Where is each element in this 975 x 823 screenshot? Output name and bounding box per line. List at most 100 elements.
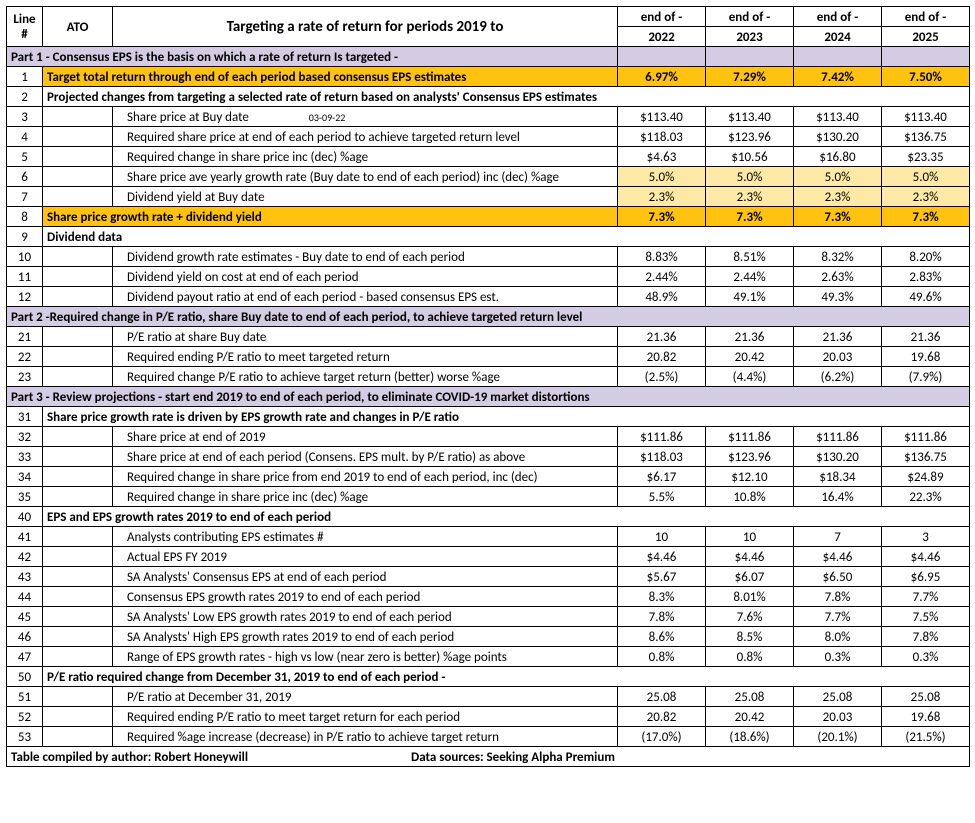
val-1: 10 bbox=[706, 527, 794, 547]
val-0: 5.0% bbox=[618, 167, 706, 187]
row-6: 6 Share price ave yearly growth rate (Buy… bbox=[7, 167, 970, 187]
row-45: 45SA Analysts' Low EPS growth rates 2019… bbox=[7, 607, 970, 627]
part3-header: Part 3 - Review projections - start end … bbox=[7, 387, 970, 407]
val-0: 8.83% bbox=[618, 247, 706, 267]
row-7: 7Dividend yield at Buy date2.3%2.3%2.3%2… bbox=[7, 187, 970, 207]
val-3: 7.50% bbox=[882, 67, 970, 87]
val-2: 8.0% bbox=[794, 627, 882, 647]
line-num: 6 bbox=[7, 167, 43, 187]
part2-label: Part 2 -Required change in P/E ratio, sh… bbox=[7, 307, 970, 327]
line-num: 4 bbox=[7, 127, 43, 147]
val-3: $111.86 bbox=[882, 427, 970, 447]
row-desc: Projected changes from targeting a selec… bbox=[43, 87, 970, 107]
col-prefix-3: end of - bbox=[882, 7, 970, 27]
row-desc: Required %age increase (decrease) in P/E… bbox=[113, 727, 618, 747]
ato-cell bbox=[43, 247, 113, 267]
val-0: (17.0%) bbox=[618, 727, 706, 747]
line-num: 12 bbox=[7, 287, 43, 307]
line-num: 52 bbox=[7, 707, 43, 727]
val-1: 2.3% bbox=[706, 187, 794, 207]
val-3: $23.35 bbox=[882, 147, 970, 167]
row-desc: Dividend payout ratio at end of each per… bbox=[113, 287, 618, 307]
row-10: 10Dividend growth rate estimates - Buy d… bbox=[7, 247, 970, 267]
title-header: Targeting a rate of return for periods 2… bbox=[113, 7, 618, 47]
val-1: (4.4%) bbox=[706, 367, 794, 387]
ato-cell bbox=[43, 447, 113, 467]
val-0: 10 bbox=[618, 527, 706, 547]
line-num: 53 bbox=[7, 727, 43, 747]
row-desc: Required change P/E ratio to achieve tar… bbox=[113, 367, 618, 387]
ato-cell bbox=[43, 587, 113, 607]
val-1: $113.40 bbox=[706, 107, 794, 127]
row-desc: Share price at end of 2019 bbox=[113, 427, 618, 447]
header-row-1: Line# ATO Targeting a rate of return for… bbox=[7, 7, 970, 27]
row-desc: Share price ave yearly growth rate (Buy … bbox=[113, 167, 618, 187]
ato-cell bbox=[43, 647, 113, 667]
row-desc: Dividend yield on cost at end of each pe… bbox=[113, 267, 618, 287]
ato-cell bbox=[43, 127, 113, 147]
year-1: 2023 bbox=[706, 27, 794, 47]
ato-cell bbox=[43, 107, 113, 127]
val-2: 5.0% bbox=[794, 167, 882, 187]
ato-cell bbox=[43, 687, 113, 707]
row-desc: Required change in share price inc (dec)… bbox=[113, 147, 618, 167]
line-num: 42 bbox=[7, 547, 43, 567]
year-0: 2022 bbox=[618, 27, 706, 47]
row-44: 44 Consensus EPS growth rates 2019 to end… bbox=[7, 587, 970, 607]
val-1: 5.0% bbox=[706, 167, 794, 187]
row-1: 1Target total return through end of each… bbox=[7, 67, 970, 87]
val-1: 7.3% bbox=[706, 207, 794, 227]
line-num: 3 bbox=[7, 107, 43, 127]
val-1: 0.8% bbox=[706, 647, 794, 667]
row-desc: Target total return through end of each … bbox=[43, 67, 618, 87]
val-3: 49.6% bbox=[882, 287, 970, 307]
line-num: 46 bbox=[7, 627, 43, 647]
year-3: 2025 bbox=[882, 27, 970, 47]
val-0: 5.5% bbox=[618, 487, 706, 507]
val-0: $5.67 bbox=[618, 567, 706, 587]
row-desc: Required ending P/E ratio to meet target… bbox=[113, 707, 618, 727]
val-0: 7.8% bbox=[618, 607, 706, 627]
ato-cell bbox=[43, 527, 113, 547]
line-num: 5 bbox=[7, 147, 43, 167]
val-2: $111.86 bbox=[794, 427, 882, 447]
val-1: 21.36 bbox=[706, 327, 794, 347]
line-num: 47 bbox=[7, 647, 43, 667]
val-3: $24.89 bbox=[882, 467, 970, 487]
row-desc: P/E ratio at December 31, 2019 bbox=[113, 687, 618, 707]
row-desc: SA Analysts' Low EPS growth rates 2019 t… bbox=[113, 607, 618, 627]
line-num: 44 bbox=[7, 587, 43, 607]
row-35: 35Required change in share price inc (de… bbox=[7, 487, 970, 507]
row-desc: Required change in share price from end … bbox=[113, 467, 618, 487]
row-desc: Consensus EPS growth rates 2019 to end o… bbox=[113, 587, 618, 607]
line-num: 8 bbox=[7, 207, 43, 227]
val-1: $123.96 bbox=[706, 127, 794, 147]
val-0: 2.3% bbox=[618, 187, 706, 207]
col-prefix-0: end of - bbox=[618, 7, 706, 27]
ato-cell bbox=[43, 267, 113, 287]
val-0: 25.08 bbox=[618, 687, 706, 707]
ato-cell bbox=[43, 347, 113, 367]
val-2: 16.4% bbox=[794, 487, 882, 507]
row-50: 50P/E ratio required change from Decembe… bbox=[7, 667, 970, 687]
row-desc: Required ending P/E ratio to meet target… bbox=[113, 347, 618, 367]
val-3: 7.8% bbox=[882, 627, 970, 647]
val-2: $6.50 bbox=[794, 567, 882, 587]
ato-cell bbox=[43, 427, 113, 447]
val-2: $16.80 bbox=[794, 147, 882, 167]
ato-cell bbox=[43, 167, 113, 187]
val-0: 0.8% bbox=[618, 647, 706, 667]
val-2: 0.3% bbox=[794, 647, 882, 667]
row-51: 51P/E ratio at December 31, 201925.0825.… bbox=[7, 687, 970, 707]
val-3: 22.3% bbox=[882, 487, 970, 507]
val-3: 19.68 bbox=[882, 707, 970, 727]
ato-cell bbox=[43, 327, 113, 347]
val-3: 5.0% bbox=[882, 167, 970, 187]
val-1: 49.1% bbox=[706, 287, 794, 307]
val-1: 20.42 bbox=[706, 707, 794, 727]
val-3: 19.68 bbox=[882, 347, 970, 367]
row-9: 9Dividend data bbox=[7, 227, 970, 247]
val-3: 7.7% bbox=[882, 587, 970, 607]
row-desc: Required change in share price inc (dec)… bbox=[113, 487, 618, 507]
val-1: 7.6% bbox=[706, 607, 794, 627]
